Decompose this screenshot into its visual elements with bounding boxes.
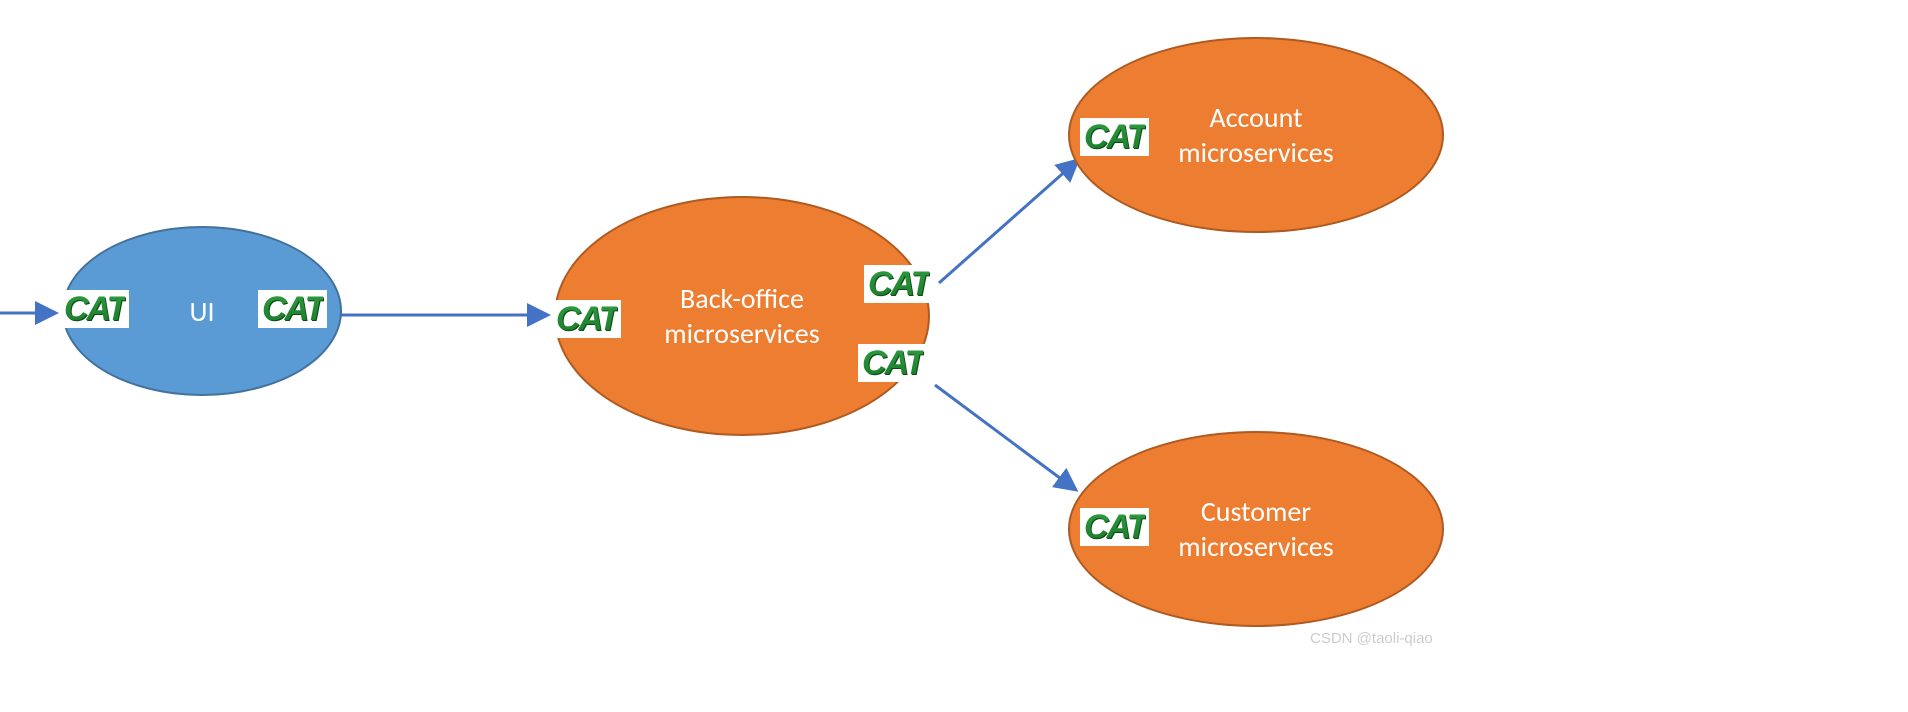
watermark: CSDN @taoli-qiao	[1310, 630, 1433, 647]
edge-backoffice-to-customer	[935, 385, 1076, 490]
cat-badge-backoffice-upper-right: CAT	[864, 265, 933, 303]
cat-icon: CAT	[64, 292, 125, 326]
cat-icon: CAT	[556, 302, 617, 336]
cat-badge-ui-left: CAT	[60, 290, 129, 328]
cat-icon: CAT	[868, 267, 929, 301]
node-backoffice-label-1: Back-office	[664, 281, 819, 316]
node-ui-label: UI	[189, 294, 214, 329]
cat-icon: CAT	[1084, 510, 1145, 544]
node-account-label-2: microservices	[1178, 135, 1333, 170]
node-customer-label-2: microservices	[1178, 529, 1333, 564]
cat-badge-customer-left: CAT	[1080, 508, 1149, 546]
edge-backoffice-to-account	[939, 160, 1078, 283]
cat-badge-backoffice-left: CAT	[552, 300, 621, 338]
cat-icon: CAT	[262, 292, 323, 326]
cat-icon: CAT	[1084, 120, 1145, 154]
cat-badge-ui-right: CAT	[258, 290, 327, 328]
cat-badge-account-left: CAT	[1080, 118, 1149, 156]
node-backoffice-label-2: microservices	[664, 316, 819, 351]
cat-icon: CAT	[862, 346, 923, 380]
node-customer-label-1: Customer	[1178, 494, 1333, 529]
node-account-label-1: Account	[1178, 100, 1333, 135]
cat-badge-backoffice-lower-right: CAT	[858, 344, 927, 382]
